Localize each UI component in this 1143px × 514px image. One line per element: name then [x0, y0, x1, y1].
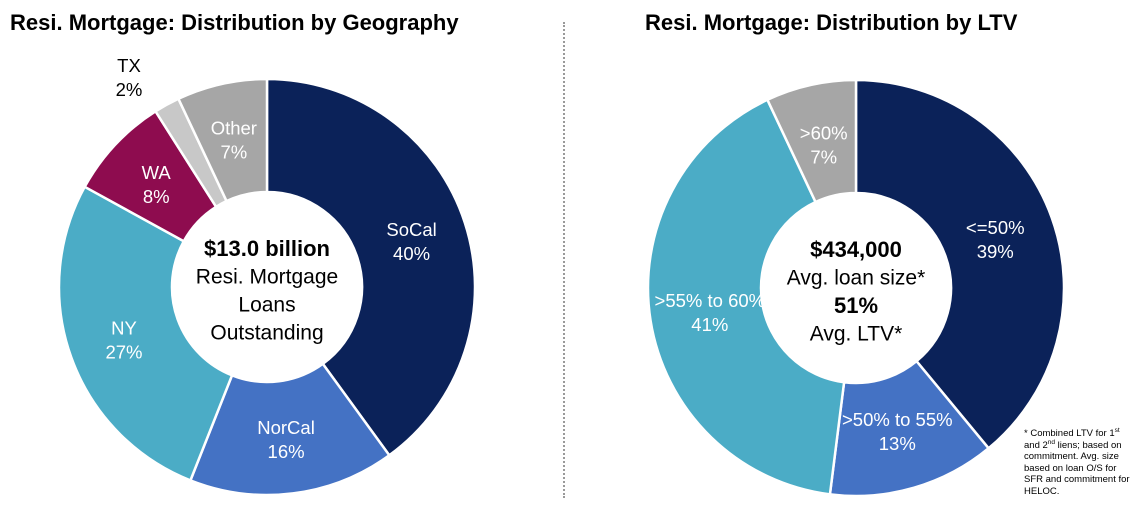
ltv-value-50: 39%	[977, 241, 1014, 262]
ltv-center-line-0: $434,000	[810, 237, 902, 262]
chart-title-geography: Resi. Mortgage: Distribution by Geograph…	[10, 10, 459, 35]
geo-label-ny: NY	[111, 317, 137, 338]
ltv-value-55-to-60: 41%	[691, 314, 728, 335]
ltv-center-line-1: Avg. loan size*	[787, 267, 926, 290]
geo-value-tx: 2%	[116, 79, 143, 100]
ltv-label-55-to-60: >55% to 60%	[655, 290, 766, 311]
geo-slice-socal	[265, 77, 477, 458]
ltv-center-line-3: Avg. LTV*	[810, 323, 903, 346]
chart-title-ltv: Resi. Mortgage: Distribution by LTV	[645, 10, 1018, 35]
geo-value-wa: 8%	[143, 186, 170, 207]
geo-value-other: 7%	[220, 142, 247, 163]
ltv-label-50-to-55: >50% to 55%	[842, 409, 953, 430]
geo-value-norcal: 16%	[268, 441, 305, 462]
ltv-slice-50	[854, 78, 1066, 451]
geo-center-line-1: Resi. Mortgage	[196, 266, 338, 289]
geo-slice-norcal	[188, 362, 392, 497]
geo-value-ny: 27%	[105, 341, 142, 362]
ltv-slice-60	[765, 78, 858, 204]
geo-label-other: Other	[211, 118, 257, 139]
ltv-center-line-2: 51%	[834, 293, 878, 318]
ltv-slice-50-to-55	[828, 359, 991, 498]
footnote: * Combined LTV for 1st and 2nd liens; ba…	[1024, 426, 1130, 497]
ltv-slice-55-to-60	[646, 98, 846, 496]
ltv-label-50: <=50%	[966, 217, 1025, 238]
geo-center-line-0: $13.0 billion	[204, 236, 330, 261]
ltv-label-60: >60%	[800, 123, 848, 144]
geo-label-wa: WA	[142, 162, 172, 183]
geo-value-socal: 40%	[393, 243, 430, 264]
geo-center-line-3: Outstanding	[210, 322, 323, 345]
ltv-value-50-to-55: 13%	[879, 433, 916, 454]
geo-slice-ny	[57, 185, 234, 483]
chart-divider	[563, 22, 565, 498]
geo-label-norcal: NorCal	[257, 417, 315, 438]
geo-label-tx: TX	[117, 55, 141, 76]
geo-slice-other	[176, 77, 269, 203]
ltv-value-60: 7%	[810, 147, 837, 168]
geo-center-line-2: Loans	[238, 294, 295, 317]
geo-label-socal: SoCal	[386, 219, 436, 240]
